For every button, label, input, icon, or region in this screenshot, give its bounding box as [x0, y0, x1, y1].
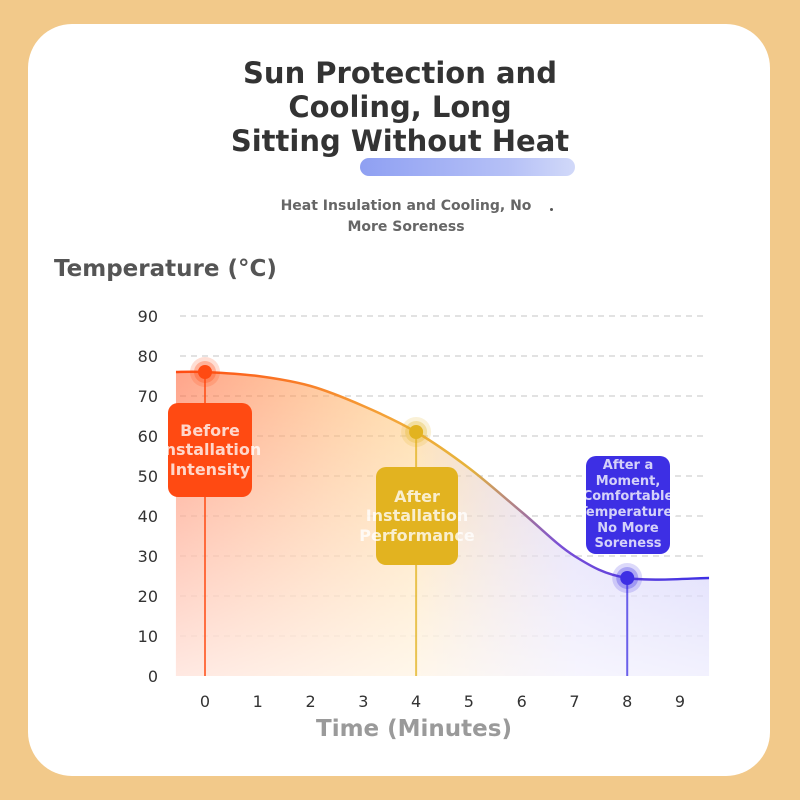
- y-tick-label: 30: [138, 547, 158, 566]
- x-tick-label: 5: [464, 692, 474, 711]
- y-tick-label: 80: [138, 347, 158, 366]
- x-tick-label: 4: [411, 692, 421, 711]
- callout-before-text: Before Installation Intensity: [158, 421, 262, 479]
- y-tick-label: 50: [138, 467, 158, 486]
- subtitle-dot: [550, 208, 553, 211]
- x-tick-label: 7: [569, 692, 579, 711]
- callout-after-installation: After Installation Performance: [359, 467, 475, 565]
- title-line-1: Sun Protection and: [243, 56, 557, 90]
- y-tick-label: 40: [138, 507, 158, 526]
- point-moment: [620, 571, 635, 585]
- y-axis-label: Temperature (°C): [54, 256, 277, 282]
- callout-moment-text: After a Moment, Comfortable Temperature,…: [578, 458, 678, 552]
- y-tick-label: 70: [138, 387, 158, 406]
- point-after: [409, 425, 424, 439]
- x-tick-label: 1: [253, 692, 263, 711]
- point-before: [198, 365, 212, 379]
- x-tick-label: 2: [305, 692, 315, 711]
- y-tick-label: 60: [138, 427, 158, 446]
- x-tick-label: 9: [675, 692, 685, 711]
- title-line-3: Sitting Without Heat: [230, 124, 570, 158]
- x-tick-label: 3: [358, 692, 368, 711]
- x-tick-label: 8: [622, 692, 632, 711]
- title-line-2: Cooling, Long: [288, 90, 512, 124]
- y-tick-label: 20: [138, 587, 158, 606]
- callout-before-installation: Before Installation Intensity: [159, 403, 261, 497]
- x-tick-label: 0: [200, 692, 210, 711]
- x-tick-label: 6: [517, 692, 527, 711]
- x-axis-label: Time (Minutes): [316, 716, 512, 742]
- title-highlight: [360, 158, 575, 176]
- temperature-curve: [175, 370, 710, 581]
- page-title: Sun Protection and Cooling, Long Sitting…: [0, 56, 800, 158]
- y-tick-label: 90: [138, 307, 158, 326]
- callout-after-a-moment: After a Moment, Comfortable Temperature,…: [579, 456, 677, 554]
- callout-after-text: After Installation Performance: [359, 487, 475, 545]
- y-tick-label: 0: [148, 667, 158, 686]
- y-tick-label: 10: [138, 627, 158, 646]
- subtitle: Heat Insulation and Cooling, No More Sor…: [280, 198, 532, 235]
